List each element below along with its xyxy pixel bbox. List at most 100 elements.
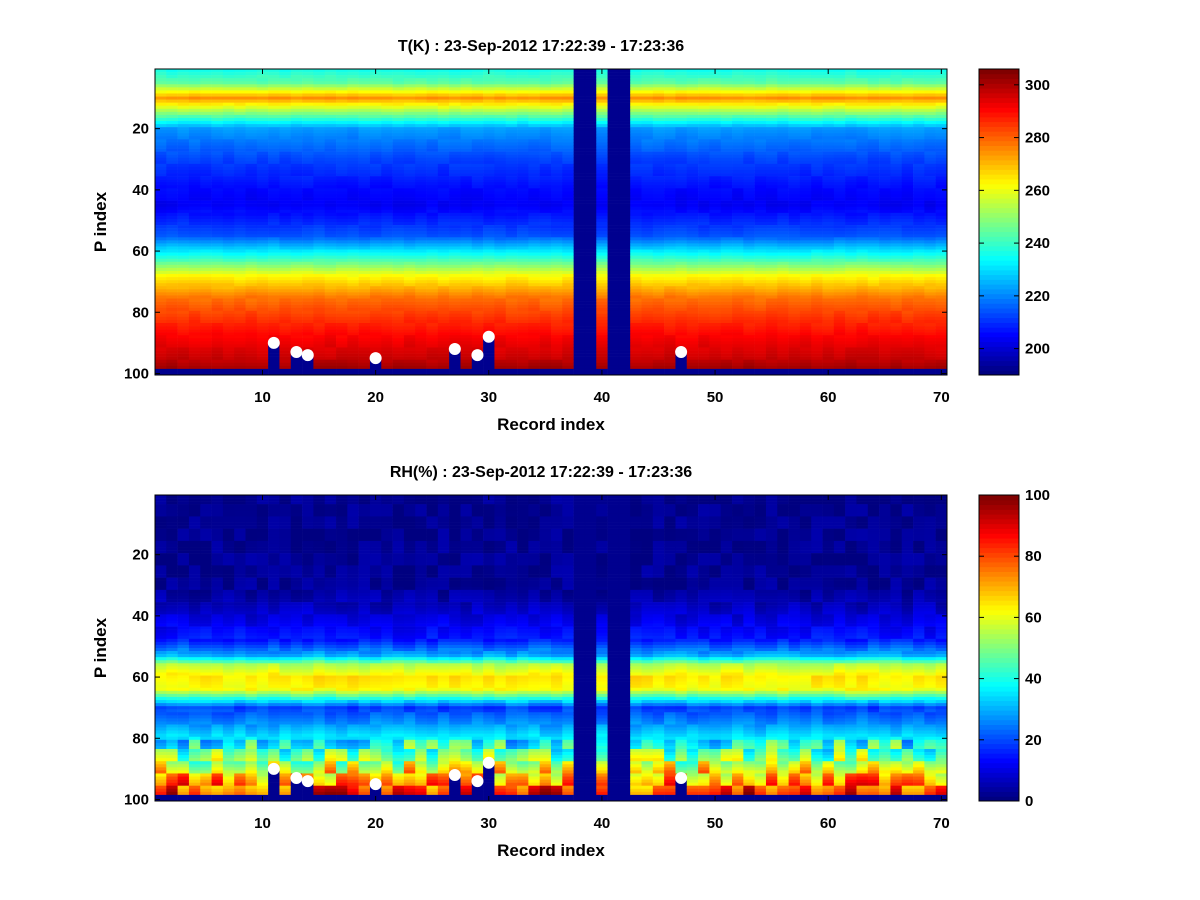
- heatmap-cell: [449, 191, 461, 195]
- heatmap-cell: [392, 365, 405, 370]
- heatmap-column: [324, 69, 337, 376]
- heatmap-cell: [584, 332, 597, 336]
- heatmap-cell: [336, 335, 348, 339]
- heatmap-cell: [675, 145, 688, 149]
- heatmap-cell: [596, 295, 608, 299]
- heatmap-cell: [245, 368, 258, 373]
- heatmap-cell: [234, 105, 246, 110]
- heatmap-cell: [562, 329, 574, 333]
- heatmap-cell: [562, 139, 574, 143]
- heatmap-cell: [313, 130, 326, 134]
- heatmap-cell: [437, 87, 450, 91]
- heatmap-cell: [177, 169, 190, 174]
- heatmap-cell: [584, 176, 597, 180]
- heatmap-cell: [381, 96, 393, 100]
- heatmap-cell: [471, 362, 484, 367]
- heatmap-cell: [155, 322, 167, 327]
- heatmap-cell: [234, 160, 246, 165]
- heatmap-cell: [573, 240, 586, 244]
- heatmap-cell: [358, 127, 371, 131]
- heatmap-cell: [177, 338, 190, 342]
- heatmap-cell: [211, 237, 224, 241]
- heatmap-cell: [392, 200, 405, 204]
- heatmap-cell: [279, 252, 292, 256]
- heatmap-cell: [336, 81, 348, 85]
- heatmap-cell: [324, 341, 337, 345]
- heatmap-cell: [166, 222, 178, 226]
- heatmap-cell: [494, 359, 507, 364]
- heatmap-cell: [290, 148, 303, 152]
- heatmap-cell: [324, 316, 337, 321]
- heatmap-cell: [381, 154, 393, 159]
- heatmap-cell: [177, 359, 190, 364]
- heatmap-cell: [188, 347, 201, 351]
- heatmap-cell: [471, 234, 484, 238]
- heatmap-cell: [155, 203, 167, 207]
- heatmap-cell: [584, 234, 597, 238]
- heatmap-cell: [211, 356, 224, 360]
- heatmap-cell: [403, 301, 416, 305]
- heatmap-cell: [551, 289, 563, 293]
- heatmap-column: [415, 69, 427, 376]
- heatmap-cell: [437, 136, 450, 140]
- heatmap-cell: [686, 130, 699, 134]
- heatmap-cell: [494, 286, 507, 290]
- heatmap-cell: [177, 127, 190, 131]
- heatmap-cell: [652, 316, 665, 321]
- heatmap-cell: [573, 173, 586, 177]
- heatmap-cell: [505, 255, 518, 260]
- heatmap-cell: [313, 353, 326, 357]
- heatmap-cell: [155, 277, 167, 281]
- heatmap-cell: [234, 154, 246, 159]
- heatmap-cell: [573, 105, 586, 110]
- heatmap-cell: [618, 81, 631, 85]
- heatmap-cell: [188, 99, 201, 103]
- heatmap-cell: [222, 121, 235, 125]
- heatmap-cell: [517, 316, 529, 321]
- heatmap-cell: [618, 111, 631, 116]
- heatmap-cell: [177, 335, 190, 339]
- heatmap-cell: [324, 78, 337, 82]
- heatmap-cell: [222, 313, 235, 318]
- heatmap-cell: [630, 154, 642, 159]
- heatmap-cell: [460, 274, 473, 278]
- heatmap-cell: [539, 154, 552, 159]
- heatmap-cell: [505, 301, 518, 305]
- heatmap-cell: [188, 212, 201, 217]
- heatmap-cell: [290, 111, 303, 116]
- heatmap-cell: [155, 228, 167, 232]
- heatmap-cell: [437, 371, 450, 376]
- heatmap-cell: [245, 185, 258, 189]
- heatmap-cell: [290, 84, 303, 88]
- heatmap-cell: [709, 166, 722, 171]
- heatmap-cell: [279, 130, 292, 134]
- heatmap-cell: [460, 356, 473, 360]
- heatmap-cell: [460, 362, 473, 367]
- heatmap-cell: [460, 329, 473, 333]
- heatmap-cell: [245, 163, 258, 168]
- heatmap-cell: [618, 326, 631, 330]
- heatmap-cell: [358, 108, 371, 113]
- heatmap-cell: [268, 188, 280, 192]
- heatmap-cell: [698, 264, 710, 269]
- heatmap-cell: [573, 179, 586, 183]
- heatmap-cell: [222, 234, 235, 238]
- heatmap-cell: [483, 93, 495, 97]
- heatmap-cell: [483, 344, 495, 348]
- heatmap-cell: [709, 105, 722, 110]
- heatmap-cell: [313, 124, 326, 128]
- heatmap-cell: [539, 96, 552, 100]
- heatmap-cell: [336, 108, 348, 113]
- heatmap-cell: [177, 368, 190, 373]
- heatmap-cell: [336, 148, 348, 152]
- heatmap-cell: [336, 87, 348, 91]
- heatmap-cell: [483, 176, 495, 180]
- heatmap-cell: [313, 194, 326, 198]
- heatmap-cell: [551, 117, 563, 122]
- heatmap-cell: [698, 249, 710, 253]
- heatmap-cell: [245, 231, 258, 235]
- heatmap-cell: [268, 371, 280, 376]
- heatmap-cell: [403, 81, 416, 85]
- heatmap-cell: [324, 368, 337, 373]
- heatmap-cell: [709, 78, 722, 82]
